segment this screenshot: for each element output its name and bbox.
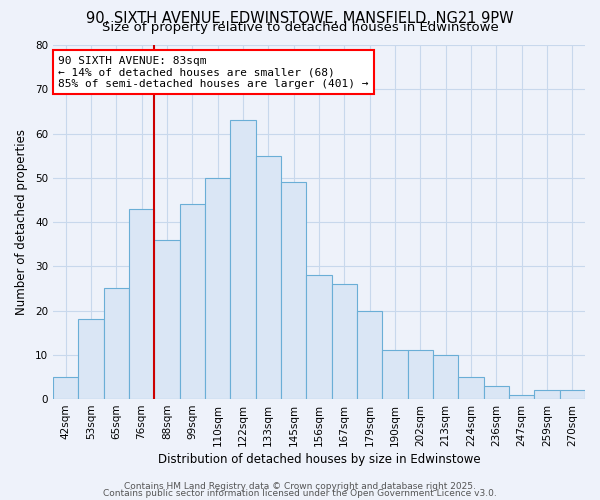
Bar — [129, 209, 154, 399]
Bar — [306, 275, 332, 399]
Text: Contains HM Land Registry data © Crown copyright and database right 2025.: Contains HM Land Registry data © Crown c… — [124, 482, 476, 491]
Bar — [332, 284, 357, 399]
Bar — [230, 120, 256, 399]
Bar — [382, 350, 407, 399]
Bar — [205, 178, 230, 399]
Bar — [509, 394, 535, 399]
Bar — [357, 310, 382, 399]
Bar — [535, 390, 560, 399]
Bar — [281, 182, 306, 399]
Bar — [458, 377, 484, 399]
Text: 90, SIXTH AVENUE, EDWINSTOWE, MANSFIELD, NG21 9PW: 90, SIXTH AVENUE, EDWINSTOWE, MANSFIELD,… — [86, 11, 514, 26]
Bar — [560, 390, 585, 399]
Bar — [78, 320, 104, 399]
Bar — [179, 204, 205, 399]
Text: 90 SIXTH AVENUE: 83sqm
← 14% of detached houses are smaller (68)
85% of semi-det: 90 SIXTH AVENUE: 83sqm ← 14% of detached… — [58, 56, 369, 89]
Y-axis label: Number of detached properties: Number of detached properties — [15, 129, 28, 315]
Bar — [154, 240, 179, 399]
Bar — [407, 350, 433, 399]
Bar — [104, 288, 129, 399]
Bar — [53, 377, 78, 399]
Text: Size of property relative to detached houses in Edwinstowe: Size of property relative to detached ho… — [101, 22, 499, 35]
Text: Contains public sector information licensed under the Open Government Licence v3: Contains public sector information licen… — [103, 489, 497, 498]
Bar — [484, 386, 509, 399]
X-axis label: Distribution of detached houses by size in Edwinstowe: Distribution of detached houses by size … — [158, 453, 480, 466]
Bar — [256, 156, 281, 399]
Bar — [433, 355, 458, 399]
